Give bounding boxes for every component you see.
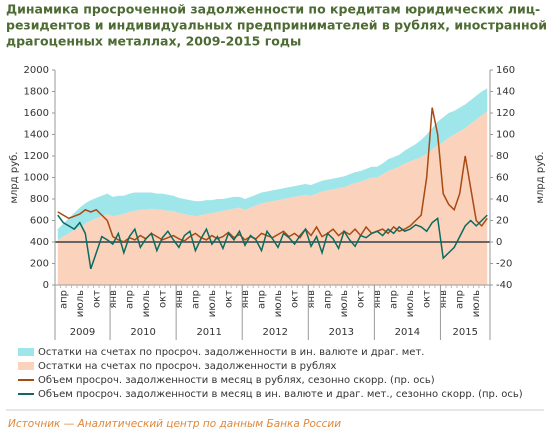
y-tick-label: 1200 <box>24 151 49 162</box>
y-tick-label: 1000 <box>24 173 49 184</box>
x-tick-label: янв <box>174 290 185 309</box>
year-label: 2011 <box>196 327 221 338</box>
y2-tick-label: -40 <box>496 280 512 291</box>
y2-tick-label: 160 <box>496 65 515 76</box>
x-tick-label: июль <box>339 290 350 317</box>
x-tick-label: окт <box>223 290 234 308</box>
year-label: 2013 <box>329 327 354 338</box>
x-tick-label: окт <box>422 290 433 308</box>
x-tick-label: апр <box>256 290 267 309</box>
x-tick-label: июль <box>207 290 218 317</box>
x-tick-label: окт <box>356 290 367 308</box>
x-tick-label: янв <box>240 290 251 309</box>
area <box>57 88 488 240</box>
x-tick-label: апр <box>323 290 334 309</box>
chart-title: Динамика просроченной задолженности по к… <box>6 2 540 17</box>
x-tick-label: июль <box>273 290 284 317</box>
year-label: 2010 <box>130 327 155 338</box>
x-tick-label: янв <box>306 290 317 309</box>
x-tick-label: окт <box>91 290 102 308</box>
y2-tick-label: -20 <box>496 259 512 270</box>
x-tick-label: июль <box>141 290 152 317</box>
y2-tick-label: 140 <box>496 87 515 98</box>
y2-tick-label: 80 <box>496 151 509 162</box>
legend-swatch <box>18 348 34 356</box>
legend-label: Объем просроч. задолженности в месяц в р… <box>38 375 435 386</box>
y-tick-label: 1800 <box>24 87 49 98</box>
year-label: 2015 <box>452 327 477 338</box>
chart-title: резидентов и индивидуальных предпринимат… <box>6 18 550 33</box>
y2-tick-label: 120 <box>496 108 515 119</box>
y-axis-label: млрд руб. <box>9 152 20 204</box>
line <box>57 214 488 270</box>
y2-tick-label: 60 <box>496 173 509 184</box>
y2-tick-label: 0 <box>496 237 502 248</box>
y-tick-label: 600 <box>30 216 49 227</box>
y2-tick-label: 100 <box>496 130 515 141</box>
y2-tick-label: 20 <box>496 216 509 227</box>
y-tick-label: 800 <box>30 194 49 205</box>
x-tick-label: янв <box>372 290 383 309</box>
source: Источник — Аналитический центр по данным… <box>8 418 341 430</box>
year-label: 2009 <box>70 327 95 338</box>
y-tick-label: 1600 <box>24 108 49 119</box>
x-tick-label: апр <box>190 290 201 309</box>
y-tick-label: 2000 <box>24 65 49 76</box>
y-tick-label: 400 <box>30 237 49 248</box>
year-label: 2014 <box>395 327 420 338</box>
x-tick-label: янв <box>108 290 119 309</box>
y2-tick-label: 40 <box>496 194 509 205</box>
y-tick-label: 200 <box>30 259 49 270</box>
x-tick-label: апр <box>58 290 69 309</box>
x-tick-label: апр <box>455 290 466 309</box>
y2-axis-label: млрд руб. <box>535 152 546 204</box>
x-tick-label: июль <box>75 290 86 317</box>
x-tick-label: апр <box>389 290 400 309</box>
legend-label: Остатки на счетах по просроч. задолженно… <box>38 347 424 358</box>
year-label: 2012 <box>263 327 288 338</box>
x-tick-label: апр <box>124 290 135 309</box>
legend-label: Объем просроч. задолженности в месяц в и… <box>38 389 523 400</box>
x-tick-label: окт <box>290 290 301 308</box>
x-tick-label: окт <box>157 290 168 308</box>
y-tick-label: 1400 <box>24 130 49 141</box>
legend-swatch <box>18 362 34 370</box>
x-tick-label: июль <box>471 290 482 317</box>
x-tick-label: июль <box>405 290 416 317</box>
chart-title: драгоценных металлах, 2009-2015 годы <box>6 34 301 49</box>
y-tick-label: 0 <box>43 280 49 291</box>
legend-label: Остатки на счетах по просроч. задолженно… <box>38 361 337 372</box>
x-tick-label: янв <box>438 290 449 309</box>
